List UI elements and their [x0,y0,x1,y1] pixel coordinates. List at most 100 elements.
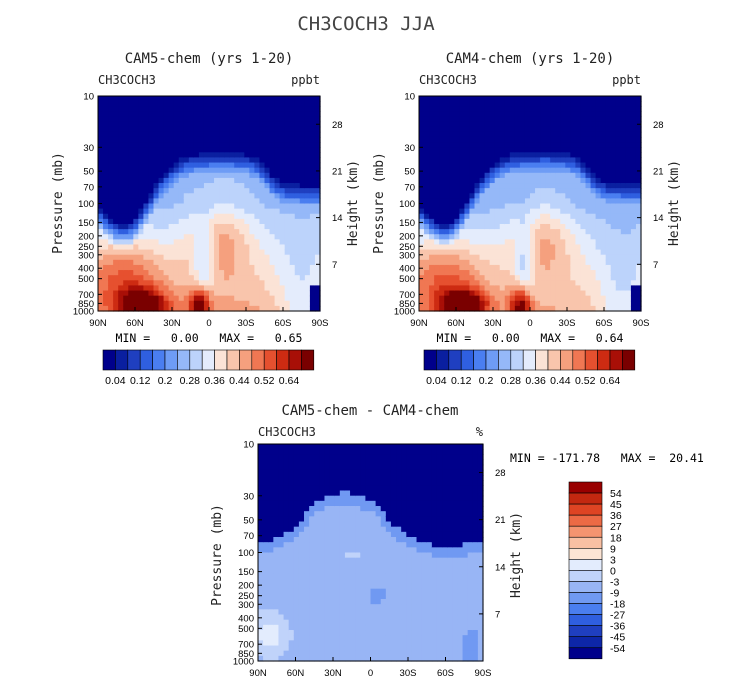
heatmap-cell [444,239,450,246]
heatmap-cell [193,157,200,164]
heatmap-cell [355,624,361,631]
heatmap-cell [464,213,471,220]
heatmap-cell [565,208,571,215]
heatmap-cell [188,177,195,184]
heatmap-cell [464,218,471,225]
heatmap-cell [128,126,134,133]
heatmap-cell [385,552,392,559]
heatmap-cell [283,630,290,636]
heatmap-cell [284,142,291,148]
heatmap-cell [489,198,496,205]
heatmap-cell [459,270,466,276]
heatmap-cell [615,249,622,256]
heatmap-cell [585,177,592,184]
heatmap-cell [595,116,602,123]
heatmap-cell [459,167,466,174]
heatmap-cell [173,152,180,159]
heatmap-cell [284,96,291,102]
heatmap-cell [283,485,290,492]
heatmap-cell [98,131,104,138]
heatmap-cell [143,223,150,230]
heatmap-cell [605,121,612,128]
heatmap-cell [635,213,642,220]
heatmap-cell [504,270,511,276]
heatmap-cell [339,542,346,548]
heatmap-cell [304,511,310,517]
heatmap-cell [509,218,516,225]
heatmap-cell [600,249,607,256]
heatmap-cell [123,198,129,205]
heatmap-cell [429,193,435,199]
heatmap-cell [108,223,114,230]
heatmap-cell [550,275,556,281]
heatmap-cell [118,244,124,251]
heatmap-cell [365,542,372,548]
heatmap-cell [153,101,160,107]
heatmap-cell [289,295,296,302]
heatmap-cell [570,136,577,143]
heatmap-cell [288,557,295,564]
heatmap-cell [224,259,230,266]
heatmap-cell [123,162,129,169]
heatmap-cell [469,116,476,123]
heatmap-cell [350,449,356,455]
heatmap-cell [304,218,311,225]
heatmap-cell [439,126,445,133]
heatmap-cell [429,172,435,179]
heatmap-cell [390,444,397,450]
colorbar-box [560,349,574,371]
heatmap-cell [264,249,271,256]
heatmap-cell [314,162,321,169]
heatmap-cell [163,244,170,251]
heatmap-cell [380,537,387,543]
heatmap-cell [464,234,471,240]
heatmap-cell [449,172,455,179]
heatmap-cell [309,573,315,579]
heatmap-cell [103,96,109,102]
heatmap-cell [370,537,377,543]
heatmap-cell [519,218,526,225]
heatmap-cell [580,285,587,292]
heatmap-cell [635,254,642,261]
heatmap-cell [504,198,511,205]
heatmap-cell [264,229,271,235]
heatmap-cell [168,305,175,312]
heatmap-cell [288,599,295,605]
heatmap-cell [319,635,326,641]
heatmap-cell [590,172,597,179]
heatmap-cell [550,270,556,276]
heatmap-cell [283,500,290,507]
heatmap-cell [429,198,435,205]
heatmap-cell [193,131,200,138]
heatmap-cell [198,183,205,189]
heatmap-cell [168,290,175,297]
y-tick-label: 10 [83,92,94,103]
heatmap-cell [580,198,587,205]
heatmap-cell [123,275,129,281]
heatmap-cell [249,136,256,143]
heatmap-cell [173,183,180,189]
heatmap-cell [385,604,392,610]
heatmap-cell [288,449,295,455]
heatmap-cell [239,157,245,164]
heatmap-cell [424,234,430,240]
heatmap-cell [385,506,392,512]
heatmap-cell [344,614,351,621]
heatmap-cell [570,131,577,138]
heatmap-cell [293,464,300,471]
heatmap-cell [385,630,392,636]
heatmap-cell [283,552,290,559]
heatmap-cell [600,244,607,251]
heatmap-cell [514,101,521,107]
heatmap-cell [565,136,571,143]
heatmap-cell [550,213,556,220]
heatmap-cell [565,183,571,189]
heatmap-cell [625,183,632,189]
heatmap-cell [229,270,235,276]
heatmap-cell [314,188,321,194]
heatmap-cell [283,645,290,652]
heatmap-cell [309,485,315,492]
heatmap-cell [504,167,511,174]
heatmap-cell [268,573,274,579]
heatmap-cell [98,172,104,179]
